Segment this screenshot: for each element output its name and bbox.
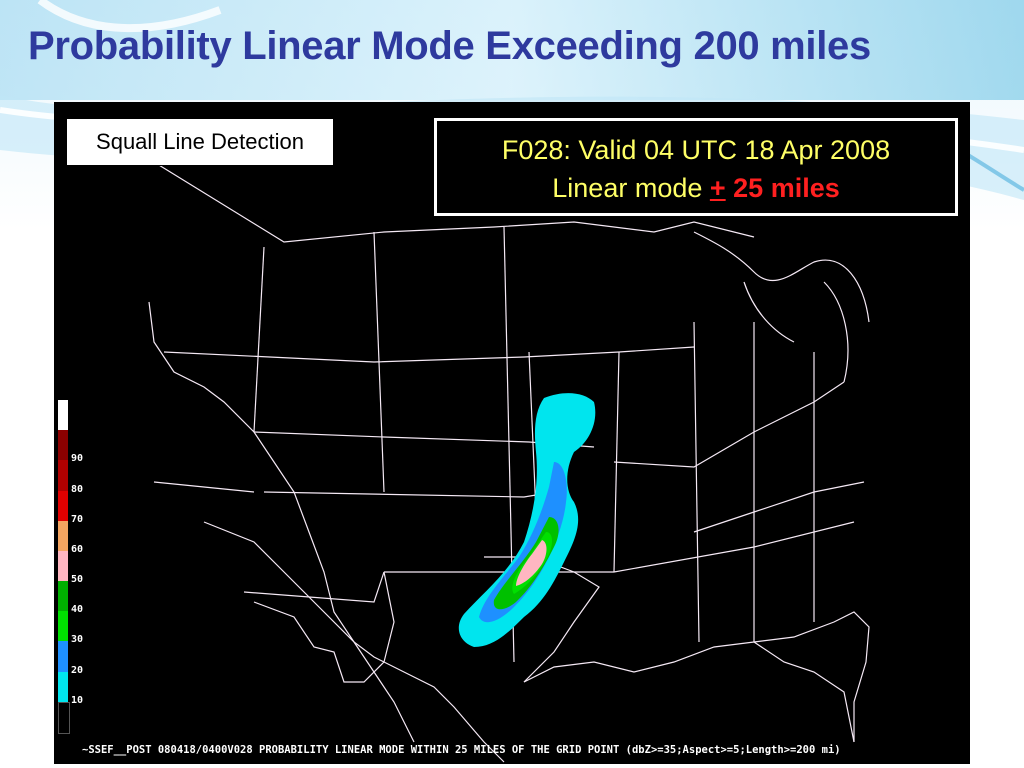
- legend-swatch: [58, 400, 68, 431]
- legend-swatch: [58, 701, 70, 734]
- legend-label: 10: [71, 694, 84, 706]
- legend-label: 50: [71, 574, 84, 586]
- legend-swatch: [58, 611, 68, 642]
- legend-label: 70: [71, 513, 84, 525]
- probability-legend: 10 20 30 40 50 60 70 80 90: [58, 400, 108, 734]
- distance-text: 25 miles: [725, 173, 840, 203]
- legend-label: 60: [71, 543, 84, 555]
- map-panel: Squall Line Detection F028: Valid 04 UTC…: [54, 102, 970, 764]
- legend-label: 90: [71, 453, 84, 465]
- linear-mode-text: Linear mode: [552, 173, 710, 203]
- legend-label: 40: [71, 604, 84, 616]
- squall-line-detection-label: Squall Line Detection: [66, 118, 334, 166]
- legend-swatch: [58, 520, 68, 551]
- legend-swatch: [58, 550, 68, 582]
- state-boundaries: [148, 161, 870, 763]
- legend-swatch: [58, 581, 68, 612]
- map-footer-caption: ~SSEF__POST 080418/0400V028 PROBABILITY …: [82, 744, 841, 756]
- probability-field: [458, 393, 596, 647]
- valid-time-box: F028: Valid 04 UTC 18 Apr 2008 Linear mo…: [434, 118, 958, 216]
- legend-swatch: [58, 490, 68, 521]
- linear-mode-line: Linear mode + 25 miles: [437, 169, 955, 207]
- valid-time-text: F028: Valid 04 UTC 18 Apr 2008: [501, 135, 891, 165]
- plus-minus-symbol: +: [709, 173, 726, 203]
- slide-title: Probability Linear Mode Exceeding 200 mi…: [28, 24, 871, 68]
- legend-label: 20: [71, 664, 84, 676]
- legend-swatch: [58, 641, 68, 672]
- us-boundary-map: [148, 161, 870, 763]
- legend-label: 30: [71, 634, 84, 646]
- legend-swatch: [58, 430, 68, 461]
- legend-swatch: [58, 460, 68, 491]
- legend-swatch: [58, 671, 68, 702]
- legend-label: 80: [71, 483, 84, 495]
